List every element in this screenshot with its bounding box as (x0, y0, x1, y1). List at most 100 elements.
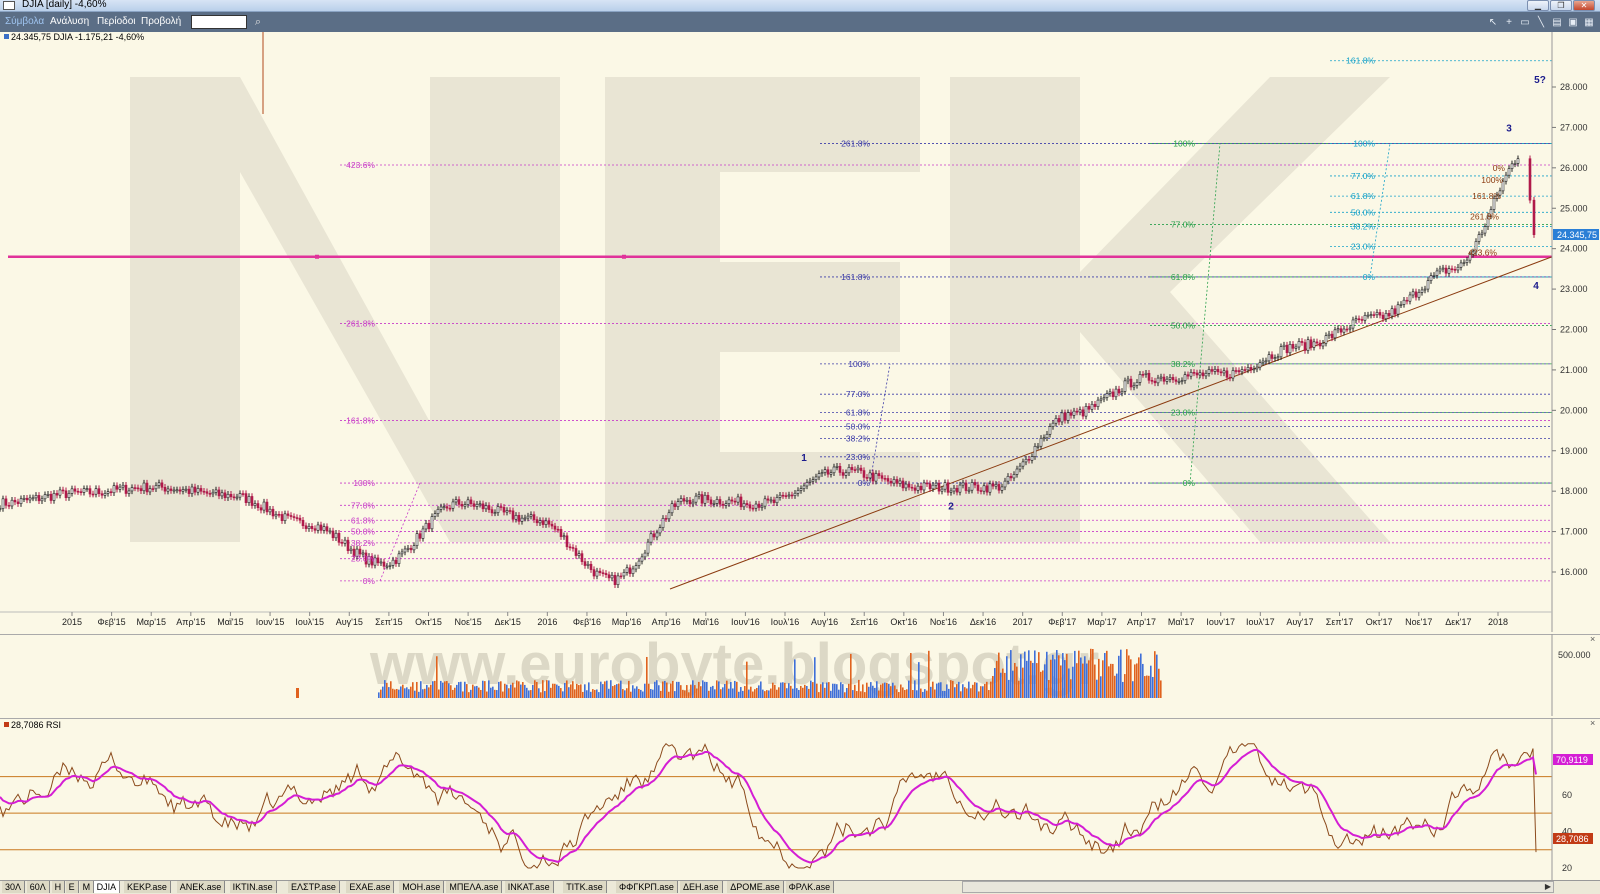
search-icon[interactable]: ⌕ (254, 16, 262, 28)
window-tool-icon[interactable]: ▣ (1568, 17, 1578, 28)
fib-green-anchor-line[interactable] (1189, 143, 1221, 484)
symbol-tab[interactable]: ΔΕΗ.ase (680, 881, 723, 893)
rectangle-tool-icon[interactable]: ▭ (1520, 17, 1530, 28)
line-tool-icon[interactable]: ╲ (1537, 17, 1545, 28)
price-candle (1246, 367, 1250, 371)
symbol-tab[interactable]: E (65, 881, 79, 893)
symbol-search-input[interactable] (191, 15, 247, 29)
volume-bar (1104, 652, 1106, 698)
volume-panel[interactable]: www.eurobyte.blogspot.gr 500.000 × (0, 632, 1600, 716)
volume-bar (524, 684, 526, 698)
symbol-tab[interactable]: ΙΝΚΑΤ.ase (504, 881, 554, 893)
minimize-button[interactable]: ▁ (1527, 0, 1549, 11)
symbol-tab[interactable]: 30Λ (2, 881, 26, 893)
price-tick-label: 25.000 (1560, 203, 1588, 213)
pointer-tool-icon[interactable]: ↖ (1488, 17, 1498, 28)
rsi-axis: 80604020 (1562, 753, 1572, 873)
layout-tool-icon[interactable]: ▤ (1552, 17, 1562, 28)
price-candle (1447, 268, 1451, 274)
price-tick-label: 22.000 (1560, 325, 1588, 335)
rsi-panel-close-icon[interactable]: × (1590, 718, 1595, 728)
symbol-tab[interactable]: M (79, 881, 95, 893)
price-candle (1021, 461, 1025, 467)
volume-bar (582, 691, 584, 698)
menu-symbols[interactable]: Σύμβολα (5, 16, 45, 27)
rsi-chart[interactable]: 80604020 70,9119 28,7086 × (0, 718, 1600, 880)
horizontal-scrollbar[interactable] (962, 881, 1554, 893)
symbol-tab[interactable]: ΙΚΤΙΝ.ase (229, 881, 277, 893)
price-candle (739, 496, 743, 508)
volume-bar (954, 687, 956, 698)
trend-lines[interactable] (262, 32, 1553, 590)
volume-bar (862, 684, 864, 698)
volume-bar (876, 681, 878, 698)
price-candle (1438, 268, 1442, 272)
volume-bar (718, 681, 720, 698)
resistance-handle[interactable] (315, 254, 319, 259)
close-button[interactable]: ✕ (1573, 0, 1595, 11)
symbol-tab[interactable]: ΤΙΤΚ.ase (563, 881, 607, 893)
volume-chart[interactable]: www.eurobyte.blogspot.gr 500.000 × (0, 632, 1600, 716)
symbol-tab[interactable]: DJIA (93, 881, 121, 893)
symbol-tab[interactable]: ΕΧΑΕ.ase (346, 881, 395, 893)
price-chart[interactable]: 423.6%261.8%161.8%100%77.0%61.8%50.0%38.… (0, 32, 1600, 632)
price-candle (1501, 180, 1505, 192)
fibonacci-levels[interactable] (8, 60, 1552, 582)
restore-button[interactable]: ❐ (1550, 0, 1572, 11)
price-candle (775, 497, 779, 504)
fib-cyan-anchor-line[interactable] (1369, 143, 1391, 278)
volume-bar (576, 683, 578, 698)
volume-bar (502, 691, 504, 698)
volume-bar (1090, 648, 1092, 698)
volume-bar (746, 661, 748, 698)
symbol-tab[interactable]: ΜΠΕΛΑ.ase (446, 881, 503, 893)
crosshair-tool-icon[interactable]: + (1506, 17, 1512, 28)
symbol-tab[interactable]: ΔΡΟΜΕ.ase (727, 881, 784, 893)
menu-view[interactable]: Προβολή (141, 16, 182, 27)
price-panel[interactable]: 423.6% 261.8% 161.8% 100% 77.0% 61.8% 50.0% 38.… (0, 32, 1600, 632)
price-candle (1060, 412, 1064, 423)
price-candle (802, 485, 806, 489)
price-candle (1135, 382, 1139, 386)
wave-label: 2 (948, 501, 954, 512)
price-candle (373, 557, 377, 566)
menu-analysis[interactable]: Ανάλυση (50, 16, 90, 27)
price-candle (82, 488, 86, 493)
resistance-handle[interactable] (622, 254, 626, 259)
volume-bar (1134, 664, 1136, 698)
uptrend-line[interactable] (669, 256, 1553, 590)
symbol-tab[interactable]: ΦΦΓΚΡΠ.ase (616, 881, 678, 893)
price-candle (967, 489, 971, 492)
price-candle (154, 485, 158, 490)
volume-bar (1146, 675, 1148, 698)
symbol-tab[interactable]: ΦΡΛΚ.ase (785, 881, 835, 893)
symbol-tab[interactable]: H (51, 881, 66, 893)
symbol-tab[interactable]: ΜΟΗ.ase (399, 881, 445, 893)
volume-panel-close-icon[interactable]: × (1590, 634, 1595, 644)
volume-bar (1106, 650, 1108, 698)
price-candle (1270, 354, 1274, 359)
price-candle (268, 508, 272, 513)
symbol-tab[interactable]: 60Λ (26, 881, 50, 893)
price-candle (643, 552, 647, 558)
price-candle (217, 489, 221, 497)
volume-bar (1100, 676, 1102, 698)
fib-blue-anchor-line[interactable] (869, 363, 891, 484)
price-candle (676, 501, 680, 508)
price-candle (292, 516, 296, 518)
volume-bar (732, 688, 734, 698)
price-candle (1528, 158, 1532, 201)
symbol-tab[interactable]: ΕΛΣΤΡ.ase (288, 881, 340, 893)
save-tool-icon[interactable]: ▦ (1584, 17, 1594, 28)
symbol-tab[interactable]: ΑΝΕΚ.ase (176, 881, 226, 893)
volume-bar (974, 682, 976, 698)
rsi-panel[interactable]: 80604020 70,9119 28,7086 × 28,7086 RSI (0, 718, 1600, 880)
price-candle (1228, 376, 1232, 379)
volume-bar (560, 688, 562, 698)
scroll-right-arrow-icon[interactable]: ▶ (1544, 882, 1552, 891)
volume-bar (716, 680, 718, 698)
volume-bar (772, 682, 774, 698)
menu-periods[interactable]: Περίοδοι (97, 16, 136, 27)
symbol-tab[interactable]: ΚΕΚΡ.ase (124, 881, 171, 893)
price-candle (1309, 339, 1313, 348)
